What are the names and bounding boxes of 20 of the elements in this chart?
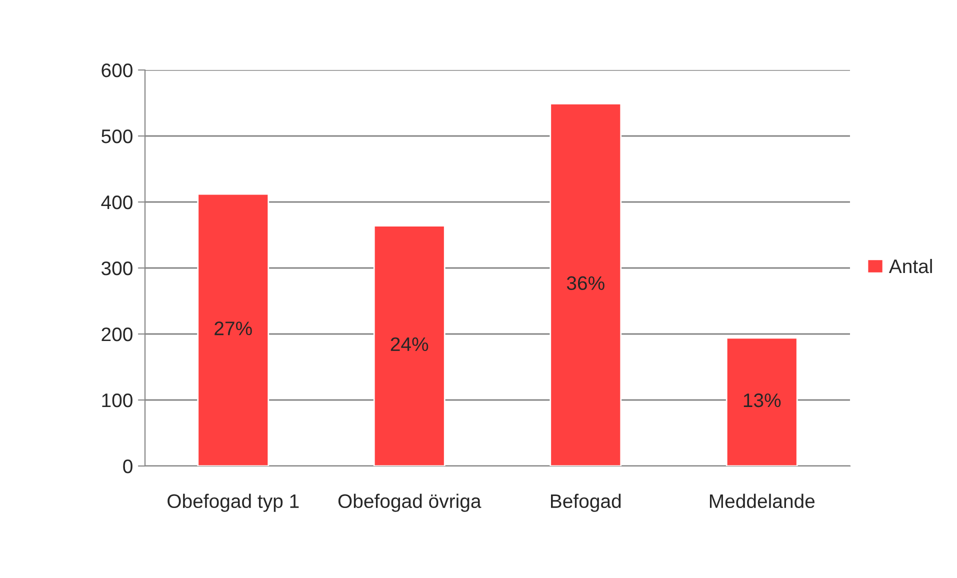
y-tick-label: 200 (102, 327, 132, 342)
bar (197, 193, 270, 466)
annotation: 36% (566, 276, 604, 290)
y-tick-label: 0 (123, 459, 132, 474)
y-tick-label: 100 (102, 393, 132, 408)
bar (373, 225, 446, 466)
y-tick-label: 500 (102, 129, 132, 144)
y-tick-label: 300 (101, 261, 132, 276)
y-tick-label: 600 (102, 63, 132, 78)
annotation: 24% (390, 337, 428, 352)
x-tick-label: Befogad (551, 494, 621, 512)
annotation: 27% (214, 321, 252, 336)
legend-label: Antal (888, 258, 932, 274)
annotation: 13% (744, 393, 781, 408)
x-tick-label: Obefogad typ 1 (168, 494, 299, 512)
x-tick-label: Meddelande (710, 494, 815, 508)
bar (726, 337, 798, 466)
y-tick-label: 400 (101, 195, 132, 210)
bar (550, 102, 622, 466)
x-tick-label: Obefogad övriga (338, 494, 482, 512)
